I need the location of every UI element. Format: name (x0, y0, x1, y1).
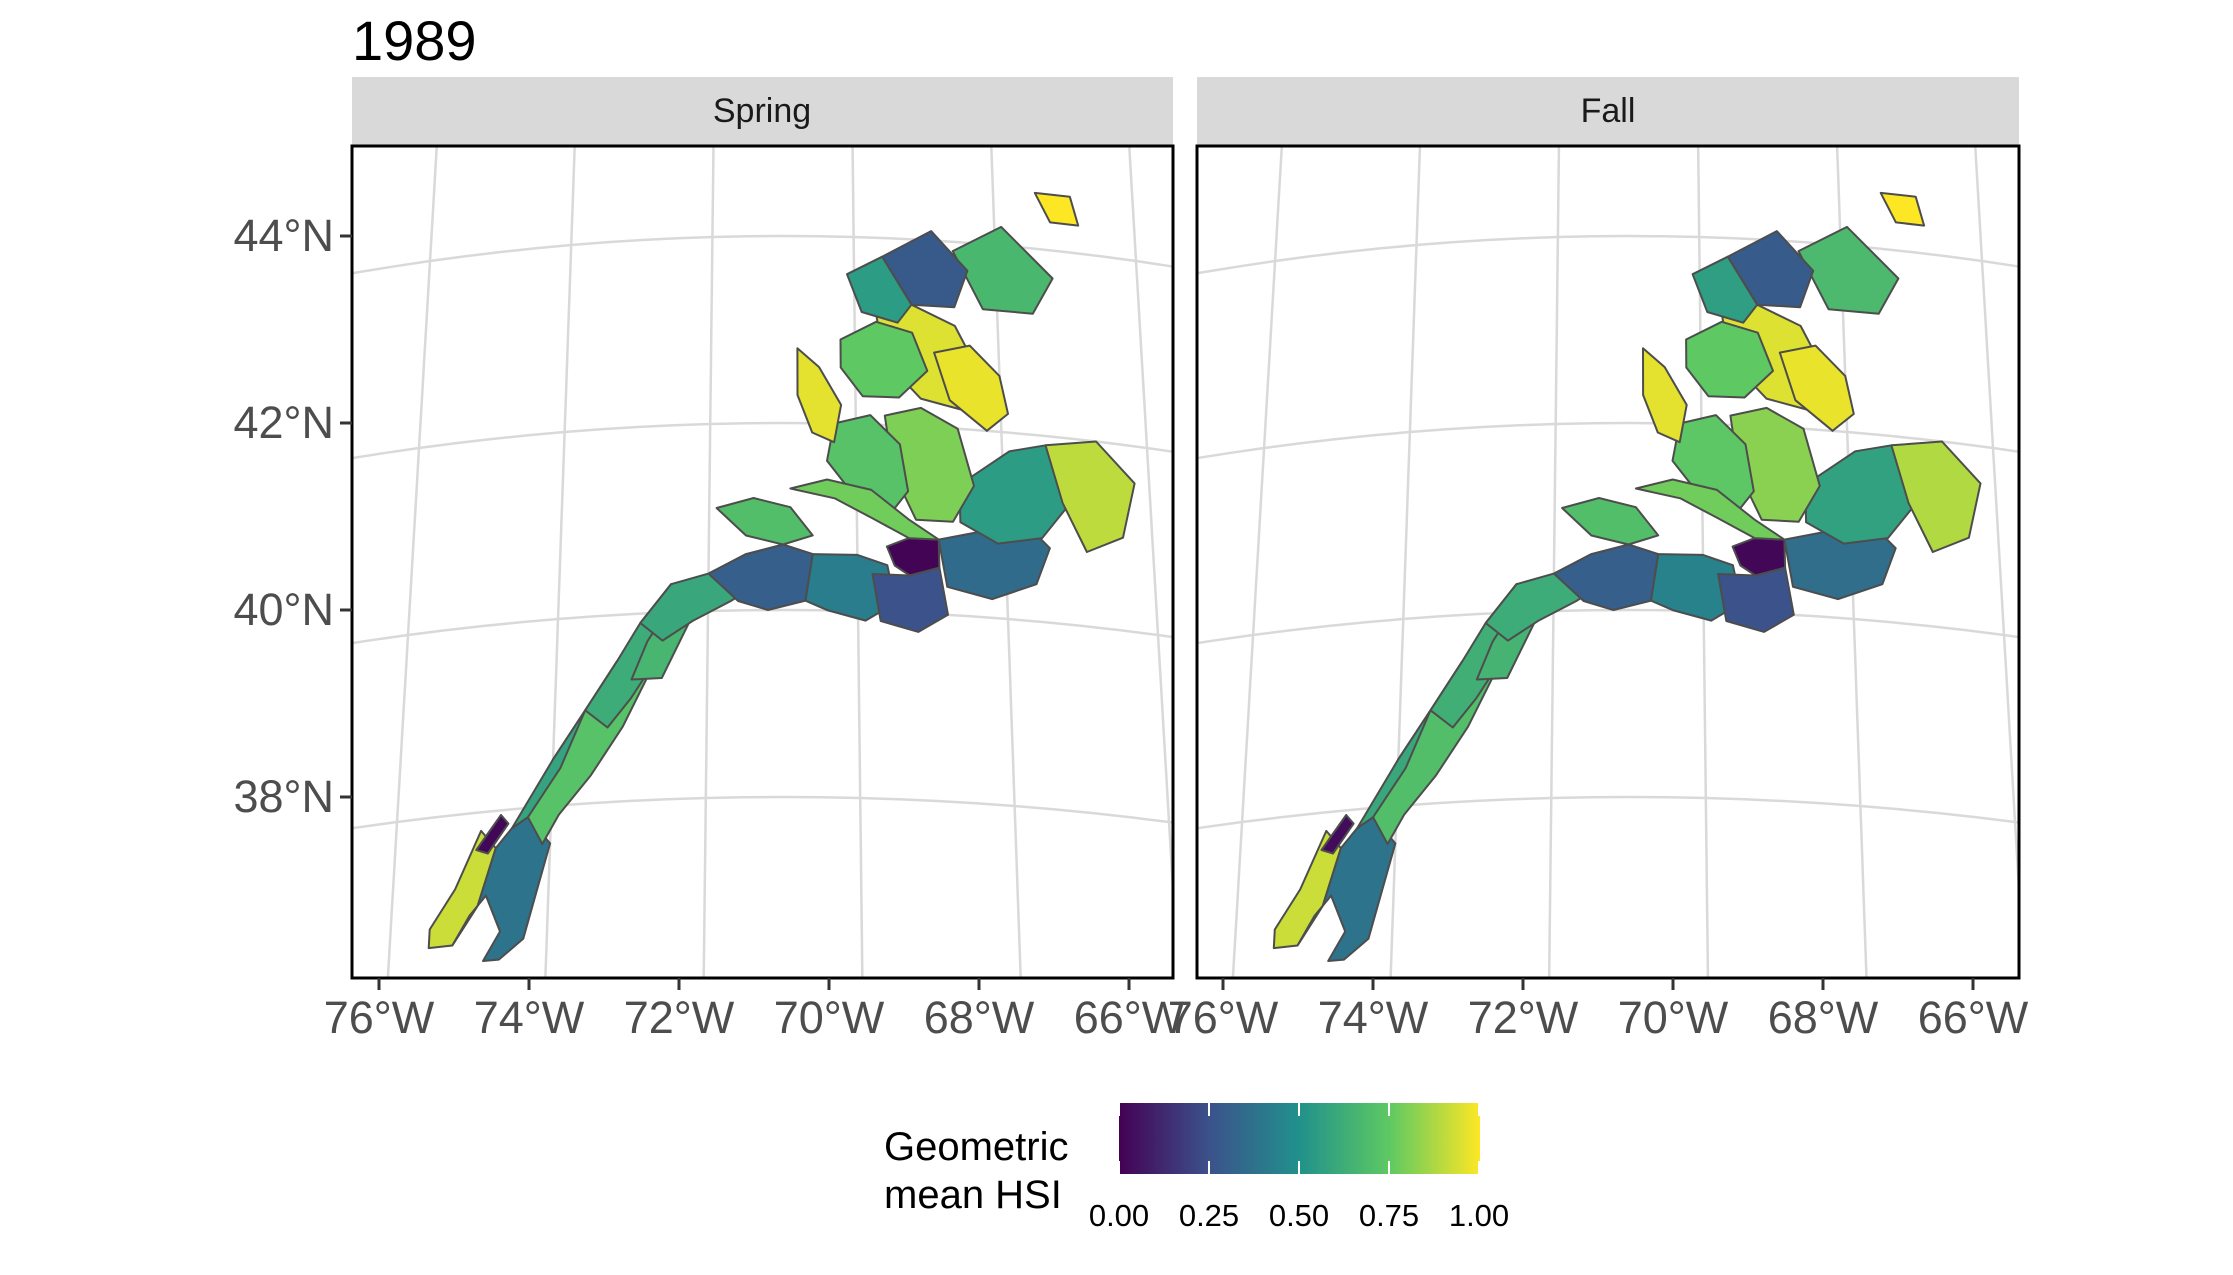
x-tick-label: 70°W (774, 992, 885, 1043)
legend-tick-label: 0.25 (1179, 1198, 1239, 1233)
regions-spring (427, 191, 1136, 962)
legend-title-line2: mean HSI (884, 1173, 1062, 1217)
x-tick-label: 74°W (1318, 992, 1429, 1043)
habitat-region (475, 814, 510, 855)
habitat-region (1717, 566, 1795, 633)
habitat-region (1778, 344, 1855, 432)
graticule-meridian (1389, 146, 1422, 978)
y-tick-label: 38°N (233, 771, 334, 822)
x-tick-label: 68°W (1768, 992, 1879, 1043)
x-tick-label: 74°W (474, 992, 585, 1043)
habitat-region (1691, 255, 1759, 324)
habitat-region (1804, 444, 1917, 545)
y-tick-label: 44°N (233, 210, 334, 261)
regions-fall (1272, 191, 1982, 962)
x-tick-label: 76°W (1168, 992, 1279, 1043)
habitat-region (451, 816, 552, 962)
panel-label-spring: Spring (713, 92, 811, 130)
graticule-parallel (352, 795, 1173, 830)
panel-border-spring (350, 144, 1175, 980)
habitat-region (826, 414, 910, 520)
habitat-region (951, 225, 1054, 315)
y-tick-label: 42°N (233, 397, 334, 448)
habitat-region (1797, 225, 1900, 315)
x-tick-label: 72°W (1468, 992, 1579, 1043)
habitat-region (1296, 816, 1397, 962)
x-tick-label: 76°W (324, 992, 435, 1043)
graticule-meridian (544, 146, 576, 978)
graticule-parallel (1197, 234, 2019, 275)
habitat-region (839, 320, 929, 399)
x-tick-label: 68°W (924, 992, 1035, 1043)
graticule-parallel (1197, 795, 2019, 830)
habitat-region (846, 255, 913, 324)
panel-strip-spring (352, 77, 1173, 146)
habitat-region (1685, 320, 1774, 399)
graticule-parallel (352, 234, 1173, 275)
legend: Geometric mean HSI 0.00 0.25 0 (884, 1103, 1509, 1233)
habitat-region (958, 444, 1071, 545)
habitat-region (1879, 191, 1926, 227)
panel-border-fall (1195, 144, 2021, 980)
habitat-region (1356, 709, 1432, 829)
habitat-region (1890, 440, 1982, 553)
y-tick-label: 40°N (233, 584, 334, 635)
graticule-meridian (386, 146, 439, 978)
graticule-meridian (1128, 146, 1173, 912)
habitat-region (1033, 191, 1080, 227)
habitat-region (796, 347, 843, 444)
x-tick-label: 72°W (624, 992, 735, 1043)
legend-tick-label: 0.00 (1089, 1198, 1149, 1233)
panel-fall: Fall (1195, 77, 2021, 980)
x-tick-label: 66°W (1074, 992, 1185, 1043)
habitat-region (1634, 478, 1786, 541)
legend-tick-label: 0.75 (1359, 1198, 1419, 1233)
x-axis-spring: 76°W 74°W 72°W 70°W 68°W 66°W (324, 978, 1185, 1043)
graticule-parallel (352, 608, 1173, 645)
legend-tick-label: 1.00 (1449, 1198, 1509, 1233)
panel-label-fall: Fall (1581, 92, 1636, 130)
habitat-region (1044, 440, 1136, 553)
x-tick-label: 66°W (1918, 992, 2029, 1043)
habitat-region (1671, 414, 1755, 520)
habitat-region (933, 344, 1009, 432)
habitat-region (1320, 814, 1355, 855)
x-tick-label: 70°W (1618, 992, 1729, 1043)
panel-spring: Spring (350, 77, 1175, 980)
habitat-region (511, 709, 587, 829)
plot-title: 1989 (352, 9, 477, 72)
graticule-parallel (1197, 421, 2019, 460)
legend-tick-label: 0.50 (1269, 1198, 1329, 1233)
graticule-meridian (702, 146, 715, 978)
habitat-region (1642, 347, 1688, 444)
habitat-region (715, 497, 814, 546)
graticule-meridian (1974, 146, 2019, 912)
habitat-region (789, 478, 940, 541)
graticule-meridian (1547, 146, 1561, 978)
habitat-region (1561, 497, 1660, 546)
graticule-meridian (1231, 146, 1284, 978)
legend-title-line1: Geometric (884, 1125, 1069, 1169)
graticule-parallel (1197, 608, 2019, 645)
panel-strip-fall (1197, 77, 2019, 146)
habitat-region (871, 566, 949, 633)
x-axis-fall: 76°W 74°W 72°W 70°W 68°W 66°W (1168, 978, 2029, 1043)
legend-ticks (1118, 1103, 1480, 1174)
y-axis: 44°N 42°N 40°N 38°N (233, 210, 352, 822)
